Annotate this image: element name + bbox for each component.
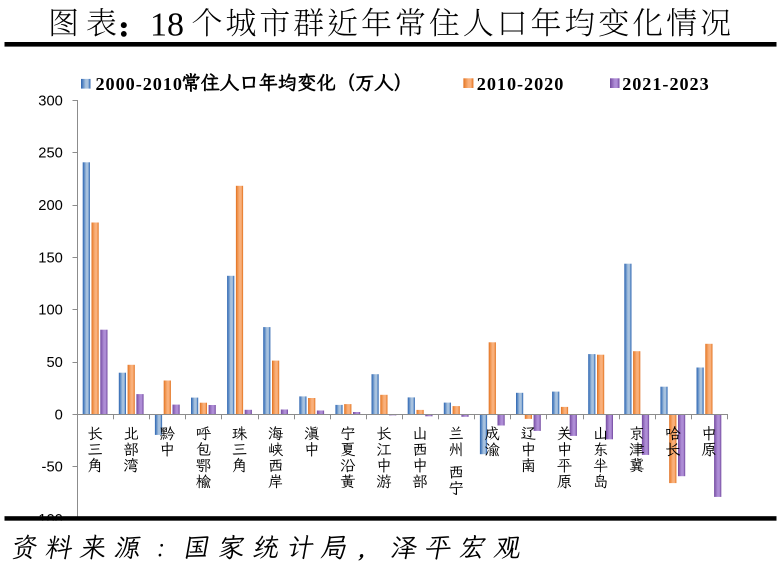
svg-text:2000-2010: 2000-2010 — [96, 74, 183, 94]
svg-text:18: 18 — [150, 7, 184, 44]
svg-text:200: 200 — [38, 198, 63, 214]
svg-text:100: 100 — [38, 303, 63, 319]
svg-text:-50: -50 — [42, 460, 63, 476]
svg-text:50: 50 — [46, 355, 62, 371]
svg-text:250: 250 — [38, 146, 63, 162]
svg-text:2010-2020: 2010-2020 — [477, 74, 564, 94]
svg-text:0: 0 — [55, 407, 63, 423]
svg-text:150: 150 — [38, 250, 63, 266]
svg-text:300: 300 — [38, 93, 63, 109]
svg-text:2021-2023: 2021-2023 — [622, 74, 709, 94]
